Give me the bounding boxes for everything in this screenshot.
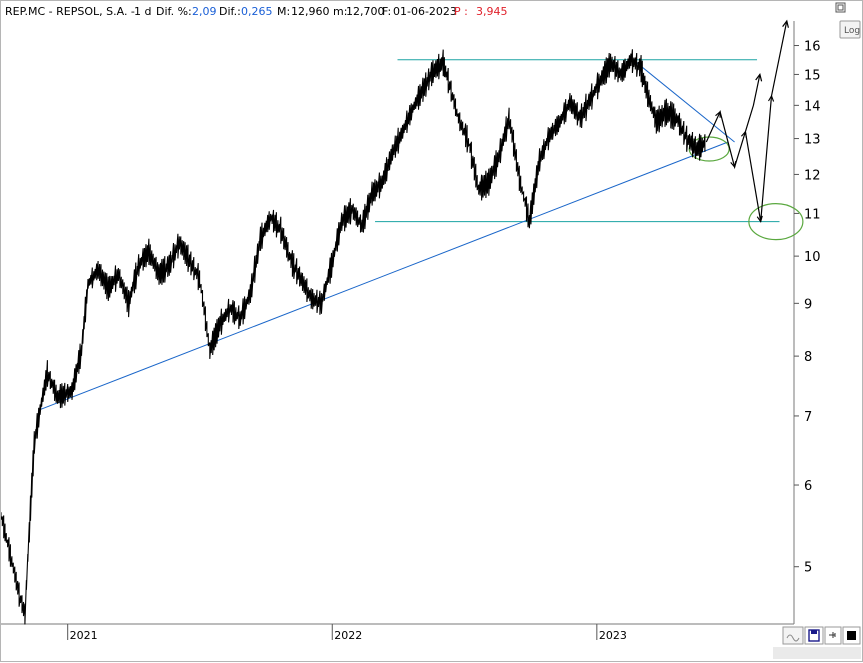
y-tick-label-8: 8 bbox=[804, 350, 812, 365]
dif-pct-value: 2,09 bbox=[192, 5, 217, 18]
projection-arrowhead-1 bbox=[755, 73, 763, 82]
symbol-label: REP.MC - REPSOL, S.A. - bbox=[5, 5, 135, 18]
min-label: m: bbox=[333, 5, 347, 18]
resistance-trendline bbox=[632, 59, 735, 143]
log-label: Log bbox=[844, 26, 860, 36]
series bbox=[1, 19, 789, 625]
x-tick-label-2: 2023 bbox=[599, 629, 627, 642]
projection-mid-arrowhead-1 bbox=[715, 110, 721, 118]
scrollbar[interactable] bbox=[773, 647, 861, 659]
wave-icon[interactable] bbox=[782, 626, 804, 645]
dif-value: 0,265 bbox=[241, 5, 273, 18]
min-value: 12,700 bbox=[346, 5, 385, 18]
dif-pct-label: Dif. %: bbox=[156, 5, 192, 18]
y-tick-label-10: 6 bbox=[804, 479, 812, 494]
y-tick-label-6: 10 bbox=[804, 250, 821, 265]
y-tick-label-9: 7 bbox=[804, 410, 812, 425]
projection-arrowhead-0 bbox=[782, 19, 789, 28]
log-scale-button[interactable]: Log bbox=[839, 20, 861, 39]
y-tick-label-2: 14 bbox=[804, 99, 821, 114]
x-axis-ticks: 2021 2022 2023 bbox=[67, 624, 627, 642]
max-label: M: bbox=[277, 5, 290, 18]
wave-glyph-icon bbox=[786, 634, 800, 642]
x-tick-label-1: 2022 bbox=[334, 629, 362, 642]
date-value: 01-06-2023 bbox=[393, 5, 457, 18]
close-glyph-icon bbox=[847, 631, 856, 640]
p-label: P : bbox=[454, 5, 468, 18]
annotations bbox=[39, 59, 804, 411]
y-tick-label-7: 9 bbox=[804, 297, 812, 312]
projection-mid-arrowhead-4 bbox=[756, 215, 763, 223]
projection-mid-arrowhead-3 bbox=[740, 130, 747, 138]
save-label-icon bbox=[811, 630, 817, 634]
projection-path-1 bbox=[744, 74, 761, 132]
pin-glyph-icon bbox=[829, 632, 836, 638]
bottom-toolbar bbox=[782, 626, 861, 645]
p-value: 3,945 bbox=[476, 5, 508, 18]
y-tick-label-4: 12 bbox=[804, 168, 821, 183]
support-trendline bbox=[39, 141, 729, 411]
dif-label: Dif.: bbox=[219, 5, 241, 18]
y-tick-label-1: 15 bbox=[804, 68, 821, 83]
y-tick-label-5: 11 bbox=[804, 207, 821, 222]
y-tick-label-0: 16 bbox=[804, 40, 821, 55]
date-label: F: bbox=[382, 5, 391, 18]
period-label: 1 d bbox=[134, 5, 151, 18]
chart-header: REP.MC - REPSOL, S.A. - 1 d Dif. %: 2,09… bbox=[5, 5, 508, 18]
y-tick-label-3: 13 bbox=[804, 133, 821, 148]
max-value: 12,960 bbox=[291, 5, 330, 18]
projection-mid-arrowhead-5 bbox=[768, 94, 775, 102]
projection-mid-arrowhead-2 bbox=[730, 160, 737, 169]
highlight-circle-1 bbox=[748, 203, 804, 241]
y-tick-label-11: 5 bbox=[804, 561, 812, 576]
y-axis-ticks: 16 15 14 13 12 11 10 9 8 7 6 5 bbox=[794, 40, 821, 576]
price-series-line bbox=[1, 49, 706, 625]
maximize-icon[interactable] bbox=[835, 2, 846, 13]
x-tick-label-0: 2021 bbox=[70, 629, 98, 642]
projection-path-0 bbox=[705, 20, 788, 222]
